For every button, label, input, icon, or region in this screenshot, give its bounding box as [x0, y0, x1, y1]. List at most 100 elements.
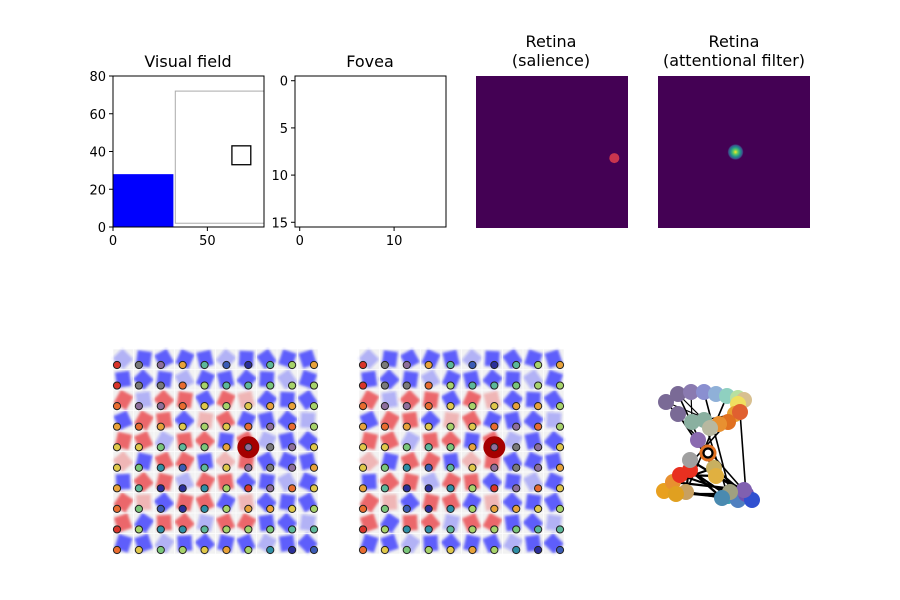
x-tick-label: 0 — [109, 234, 117, 249]
receptive-field-patch — [153, 389, 175, 411]
grid-node — [424, 504, 433, 513]
grid-node — [244, 443, 253, 452]
grid-node — [424, 443, 433, 452]
grid-node — [309, 402, 319, 411]
grid-node — [468, 545, 477, 555]
grid-node — [512, 443, 521, 452]
grid-node — [446, 463, 455, 472]
retina-attention-panel — [658, 76, 810, 228]
receptive-field-patch — [441, 369, 462, 390]
grid-node — [288, 360, 297, 370]
blue-object — [113, 174, 174, 227]
y-tick-label: 5 — [280, 122, 288, 137]
grid-node — [288, 381, 297, 390]
grid-node — [178, 545, 187, 555]
grid-node — [555, 525, 565, 534]
target-square — [231, 145, 252, 166]
grid-node — [424, 360, 433, 370]
receptive-field-patch — [502, 389, 524, 411]
graph-node — [684, 414, 700, 430]
grid-node — [424, 545, 433, 555]
receptive-field-patch — [399, 491, 421, 513]
grid-node — [468, 360, 477, 370]
grid-node — [358, 422, 368, 431]
grid-node — [468, 402, 477, 411]
grid-node — [555, 545, 565, 555]
grid-node — [112, 381, 122, 390]
grid-node — [288, 443, 297, 452]
receptive-field-patch — [378, 471, 400, 493]
receptive-field-patch — [197, 452, 214, 470]
grid-node — [468, 484, 477, 493]
receptive-field-patch — [442, 349, 460, 368]
grid-node — [555, 360, 565, 370]
grid-node — [534, 545, 543, 555]
grid-node — [309, 381, 319, 390]
grid-node — [512, 422, 521, 431]
grid-node — [156, 525, 165, 534]
grid-node — [178, 504, 187, 513]
receptive-field-patch — [215, 410, 236, 431]
receptive-field-patch — [277, 409, 299, 431]
grid-node — [512, 381, 521, 390]
receptive-field-patch — [236, 368, 258, 390]
grid-node — [200, 463, 209, 472]
receptive-field-patch — [441, 492, 461, 513]
receptive-field-patch — [195, 471, 216, 493]
title-line: Fovea — [346, 52, 394, 71]
grid-node — [222, 402, 231, 411]
grid-node — [134, 360, 143, 370]
grid-node — [266, 443, 275, 452]
grid-node — [380, 504, 389, 513]
grid-node — [244, 360, 253, 370]
grid-node — [402, 402, 411, 411]
grid-node — [512, 545, 521, 555]
receptive-field-patch — [194, 532, 216, 554]
receptive-field-patch — [482, 368, 504, 390]
grid-node — [358, 443, 368, 452]
grid-node — [446, 545, 455, 555]
grid-node — [446, 360, 455, 370]
receptive-field-patch — [217, 534, 235, 553]
grid-node — [490, 484, 499, 493]
receptive-field-patch — [196, 513, 215, 532]
y-tick-label: 20 — [89, 183, 106, 198]
grid-node — [402, 504, 411, 513]
grid-node — [222, 463, 231, 472]
grid-node — [288, 525, 297, 534]
grid-node — [222, 443, 231, 452]
receptive-field-patch — [461, 512, 482, 533]
graph-node — [668, 486, 684, 502]
grid-node — [490, 443, 499, 452]
grid-node — [156, 484, 165, 493]
grid-node — [266, 484, 275, 493]
grid-node — [402, 360, 411, 370]
grid-node — [512, 525, 521, 534]
graph-node — [732, 404, 748, 420]
visual-field-title: Visual field — [144, 52, 231, 71]
x-tick-label: 10 — [386, 234, 403, 249]
grid-node — [134, 422, 143, 431]
grid-node — [358, 525, 368, 534]
cluster-nodes — [656, 384, 760, 508]
grid-node — [490, 545, 499, 555]
graph-node — [670, 386, 686, 402]
grid-node — [402, 381, 411, 390]
grid-node — [309, 422, 319, 431]
grid-node — [402, 463, 411, 472]
grid-node — [222, 422, 231, 431]
receptive-field-patch — [358, 348, 380, 370]
grid-map-b — [358, 348, 565, 555]
grid-node — [266, 545, 275, 555]
receptive-field-patch — [256, 389, 278, 411]
grid-node — [266, 525, 275, 534]
grid-node — [222, 360, 231, 370]
graph-node — [702, 420, 718, 436]
receptive-field-patch — [378, 368, 400, 390]
grid-node — [156, 360, 165, 370]
visual-field-panel: 0 50 0 20 40 60 80 — [89, 70, 265, 249]
receptive-field-patch — [194, 430, 216, 452]
grid-node — [244, 525, 253, 534]
grid-node — [178, 443, 187, 452]
